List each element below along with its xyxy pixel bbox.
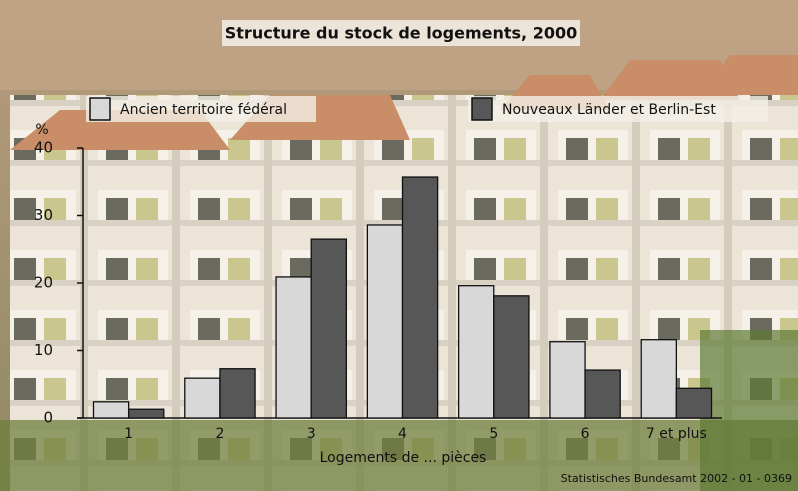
bar [550,342,585,418]
x-tick-label: 2 [215,426,224,442]
bar [311,239,346,418]
bar [403,177,438,418]
y-tick-label: 10 [34,341,53,359]
y-tick-label: 40 [34,139,53,157]
bar [220,369,255,418]
bar [641,340,676,418]
bar [367,225,402,418]
x-tick-label: 6 [581,426,590,442]
bar [185,378,220,418]
x-tick-label: 5 [489,426,498,442]
legend-swatch [472,98,492,120]
x-tick-label: 3 [307,426,316,442]
chart-title: Structure du stock de logements, 2000 [225,24,577,43]
chart: Structure du stock de logements, 2000 % … [0,0,798,491]
bar [585,370,620,418]
y-tick-label: 20 [34,274,53,292]
bar [93,402,128,418]
y-unit-label: % [35,122,48,138]
x-tick-label: 1 [124,426,133,442]
bar [494,296,529,418]
bar [459,286,494,418]
bar [129,409,164,418]
source-note: Statistisches Bundesamt 2002 - 01 - 0369 [561,472,792,485]
y-tick-label: 0 [43,409,53,427]
x-tick-label: 7 et plus [646,426,707,442]
legend-label: Nouveaux Länder et Berlin-Est [502,102,716,118]
bar [276,277,311,418]
y-tick-label: 30 [34,206,53,224]
legend-label: Ancien territoire fédéral [120,102,287,118]
x-tick-label: 4 [398,426,407,442]
legend-swatch [90,98,110,120]
x-axis-label: Logements de ... pièces [320,450,487,466]
bar [676,388,711,418]
